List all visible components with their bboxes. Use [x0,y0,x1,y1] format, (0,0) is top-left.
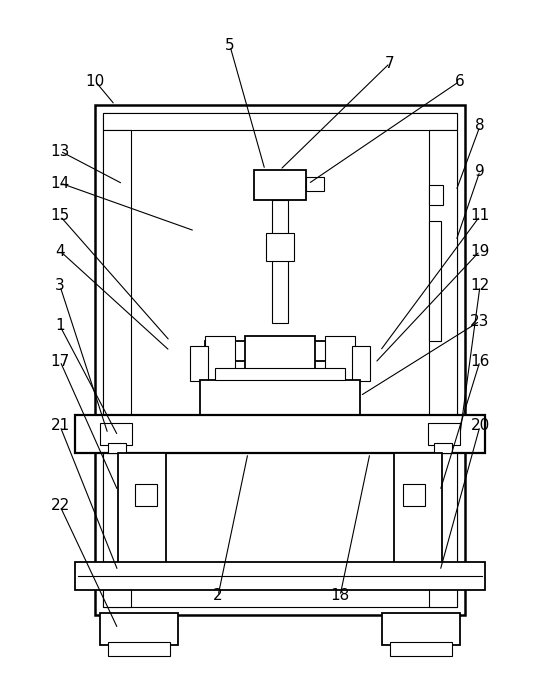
Text: 17: 17 [50,353,69,368]
Text: 12: 12 [470,279,489,294]
Bar [266,233,294,261]
Bar [100,423,132,445]
Bar [272,200,288,323]
Text: 4: 4 [55,244,65,259]
Text: 7: 7 [385,55,395,71]
Bar [245,336,315,371]
Bar [382,613,460,645]
Text: 22: 22 [50,498,69,513]
Bar [325,336,355,386]
Text: 19: 19 [470,244,489,259]
Bar [403,484,425,506]
Text: 16: 16 [470,353,489,368]
Bar [118,453,166,581]
Bar [215,368,345,380]
Bar [306,177,324,191]
Bar [429,130,457,607]
Text: 21: 21 [50,419,69,434]
Text: 3: 3 [55,279,65,294]
Bar [103,130,131,607]
Text: 15: 15 [50,208,69,223]
Text: 1: 1 [55,319,65,334]
Text: 10: 10 [85,74,105,89]
Bar [429,221,441,341]
Text: 14: 14 [50,176,69,191]
Bar [200,380,360,415]
Bar [352,346,370,381]
Text: 8: 8 [475,118,485,133]
Bar [95,105,465,615]
Bar [254,170,306,200]
Bar [108,443,126,453]
Bar [270,369,290,389]
Text: 6: 6 [455,74,465,89]
Bar [190,346,208,381]
Bar [75,415,485,453]
Bar [434,443,452,453]
Bar [108,642,170,656]
Bar [429,185,443,205]
Bar [428,423,460,445]
Bar [103,113,457,130]
Text: 2: 2 [213,588,223,603]
Text: 23: 23 [470,313,489,328]
Text: 11: 11 [470,208,489,223]
Text: 5: 5 [225,39,235,54]
Text: 20: 20 [470,419,489,434]
Text: 9: 9 [475,163,485,178]
Bar [75,562,485,590]
Bar [205,341,355,361]
Bar [135,484,157,506]
Text: 13: 13 [50,144,69,159]
Bar [390,642,452,656]
Bar [394,453,442,581]
Bar [205,336,235,386]
Bar [103,113,457,607]
Bar [100,613,178,645]
Text: 18: 18 [330,588,349,603]
